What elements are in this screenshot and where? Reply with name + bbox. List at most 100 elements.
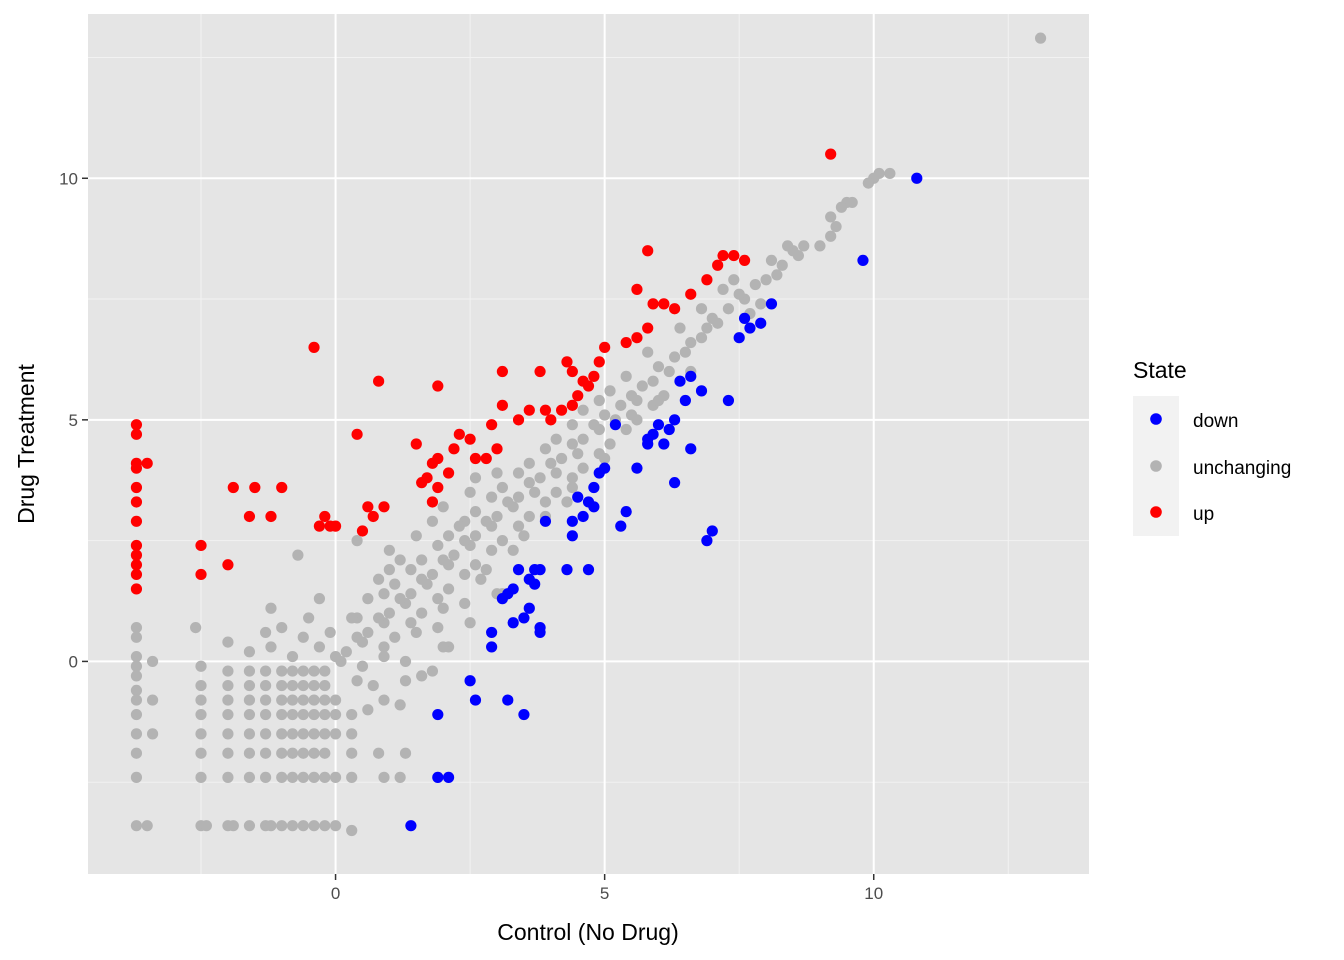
point-unchanging	[432, 539, 444, 552]
point-unchanging	[685, 336, 697, 349]
point-unchanging	[130, 747, 143, 759]
point-unchanging	[286, 694, 299, 706]
point-unchanging	[577, 462, 589, 474]
point-unchanging	[297, 728, 309, 740]
point-unchanging	[276, 747, 288, 759]
point-unchanging	[222, 665, 234, 677]
point-unchanging	[276, 708, 288, 721]
point-unchanging	[356, 660, 369, 672]
point-unchanging	[313, 641, 326, 653]
point-unchanging	[529, 486, 541, 498]
point-unchanging	[523, 510, 535, 523]
point-up	[593, 356, 605, 368]
point-down	[561, 564, 573, 576]
point-unchanging	[486, 491, 498, 503]
point-up	[496, 399, 508, 411]
point-unchanging	[561, 496, 573, 508]
point-up	[329, 520, 342, 532]
point-unchanging	[130, 820, 143, 832]
point-unchanging	[399, 747, 412, 759]
point-down	[469, 694, 482, 706]
point-unchanging	[432, 593, 444, 605]
point-unchanging	[695, 332, 708, 344]
legend-label-unchanging: unchanging	[1193, 458, 1291, 479]
point-up	[620, 336, 632, 349]
point-unchanging	[722, 303, 735, 315]
point-unchanging	[259, 708, 272, 721]
point-up	[588, 370, 600, 382]
point-up	[545, 414, 557, 426]
point-unchanging	[491, 467, 503, 479]
point-unchanging	[405, 617, 417, 629]
point-unchanging	[416, 670, 428, 682]
point-unchanging	[862, 177, 874, 189]
point-unchanging	[394, 699, 406, 711]
point-up	[319, 510, 331, 523]
point-unchanging	[222, 708, 234, 721]
point-unchanging	[329, 694, 342, 706]
point-unchanging	[222, 679, 234, 692]
point-unchanging	[717, 283, 729, 295]
point-down	[432, 708, 444, 721]
point-up	[566, 365, 578, 378]
point-unchanging	[749, 278, 761, 291]
point-unchanging	[222, 636, 234, 648]
point-unchanging	[496, 481, 508, 494]
point-down	[765, 298, 778, 310]
point-up	[432, 481, 444, 494]
point-unchanging	[276, 771, 288, 783]
point-down	[695, 385, 708, 397]
point-unchanging	[130, 694, 143, 706]
point-up	[523, 404, 535, 416]
point-unchanging	[469, 472, 482, 484]
point-unchanging	[276, 621, 288, 634]
point-up	[599, 341, 611, 353]
point-unchanging	[728, 274, 740, 286]
point-unchanging	[459, 568, 471, 581]
point-unchanging	[195, 679, 207, 692]
point-unchanging	[432, 621, 444, 634]
point-unchanging	[615, 399, 627, 411]
point-unchanging	[243, 679, 256, 692]
point-unchanging	[647, 375, 659, 387]
point-unchanging	[577, 404, 589, 416]
point-unchanging	[620, 370, 632, 382]
point-down	[534, 564, 546, 576]
point-down	[744, 322, 756, 334]
point-up	[222, 559, 234, 571]
point-unchanging	[480, 515, 492, 527]
point-unchanging	[292, 549, 304, 561]
point-unchanging	[782, 240, 794, 252]
point-down	[722, 394, 735, 407]
point-up	[249, 481, 261, 494]
point-unchanging	[512, 491, 525, 503]
point-unchanging	[776, 259, 788, 271]
point-unchanging	[410, 530, 422, 542]
point-unchanging	[319, 679, 331, 692]
y-tick-label: 5	[69, 411, 78, 430]
point-unchanging	[195, 660, 207, 672]
point-down	[669, 477, 681, 489]
point-down	[529, 578, 541, 590]
point-down	[685, 443, 697, 455]
point-down	[857, 254, 869, 267]
point-down	[738, 312, 751, 324]
point-unchanging	[222, 747, 234, 759]
point-unchanging	[259, 694, 272, 706]
point-unchanging	[346, 771, 358, 783]
point-unchanging	[884, 167, 896, 180]
x-tick-label: 5	[600, 884, 609, 903]
point-down	[464, 675, 476, 687]
point-unchanging	[512, 467, 525, 479]
point-unchanging	[243, 646, 256, 658]
point-unchanging	[130, 670, 143, 682]
point-unchanging	[545, 457, 557, 469]
point-unchanging	[399, 655, 412, 668]
point-unchanging	[362, 593, 374, 605]
point-unchanging	[276, 665, 288, 677]
point-unchanging	[227, 820, 239, 832]
point-down	[609, 419, 622, 431]
point-up	[410, 438, 422, 450]
point-unchanging	[394, 771, 406, 783]
point-unchanging	[642, 346, 654, 358]
